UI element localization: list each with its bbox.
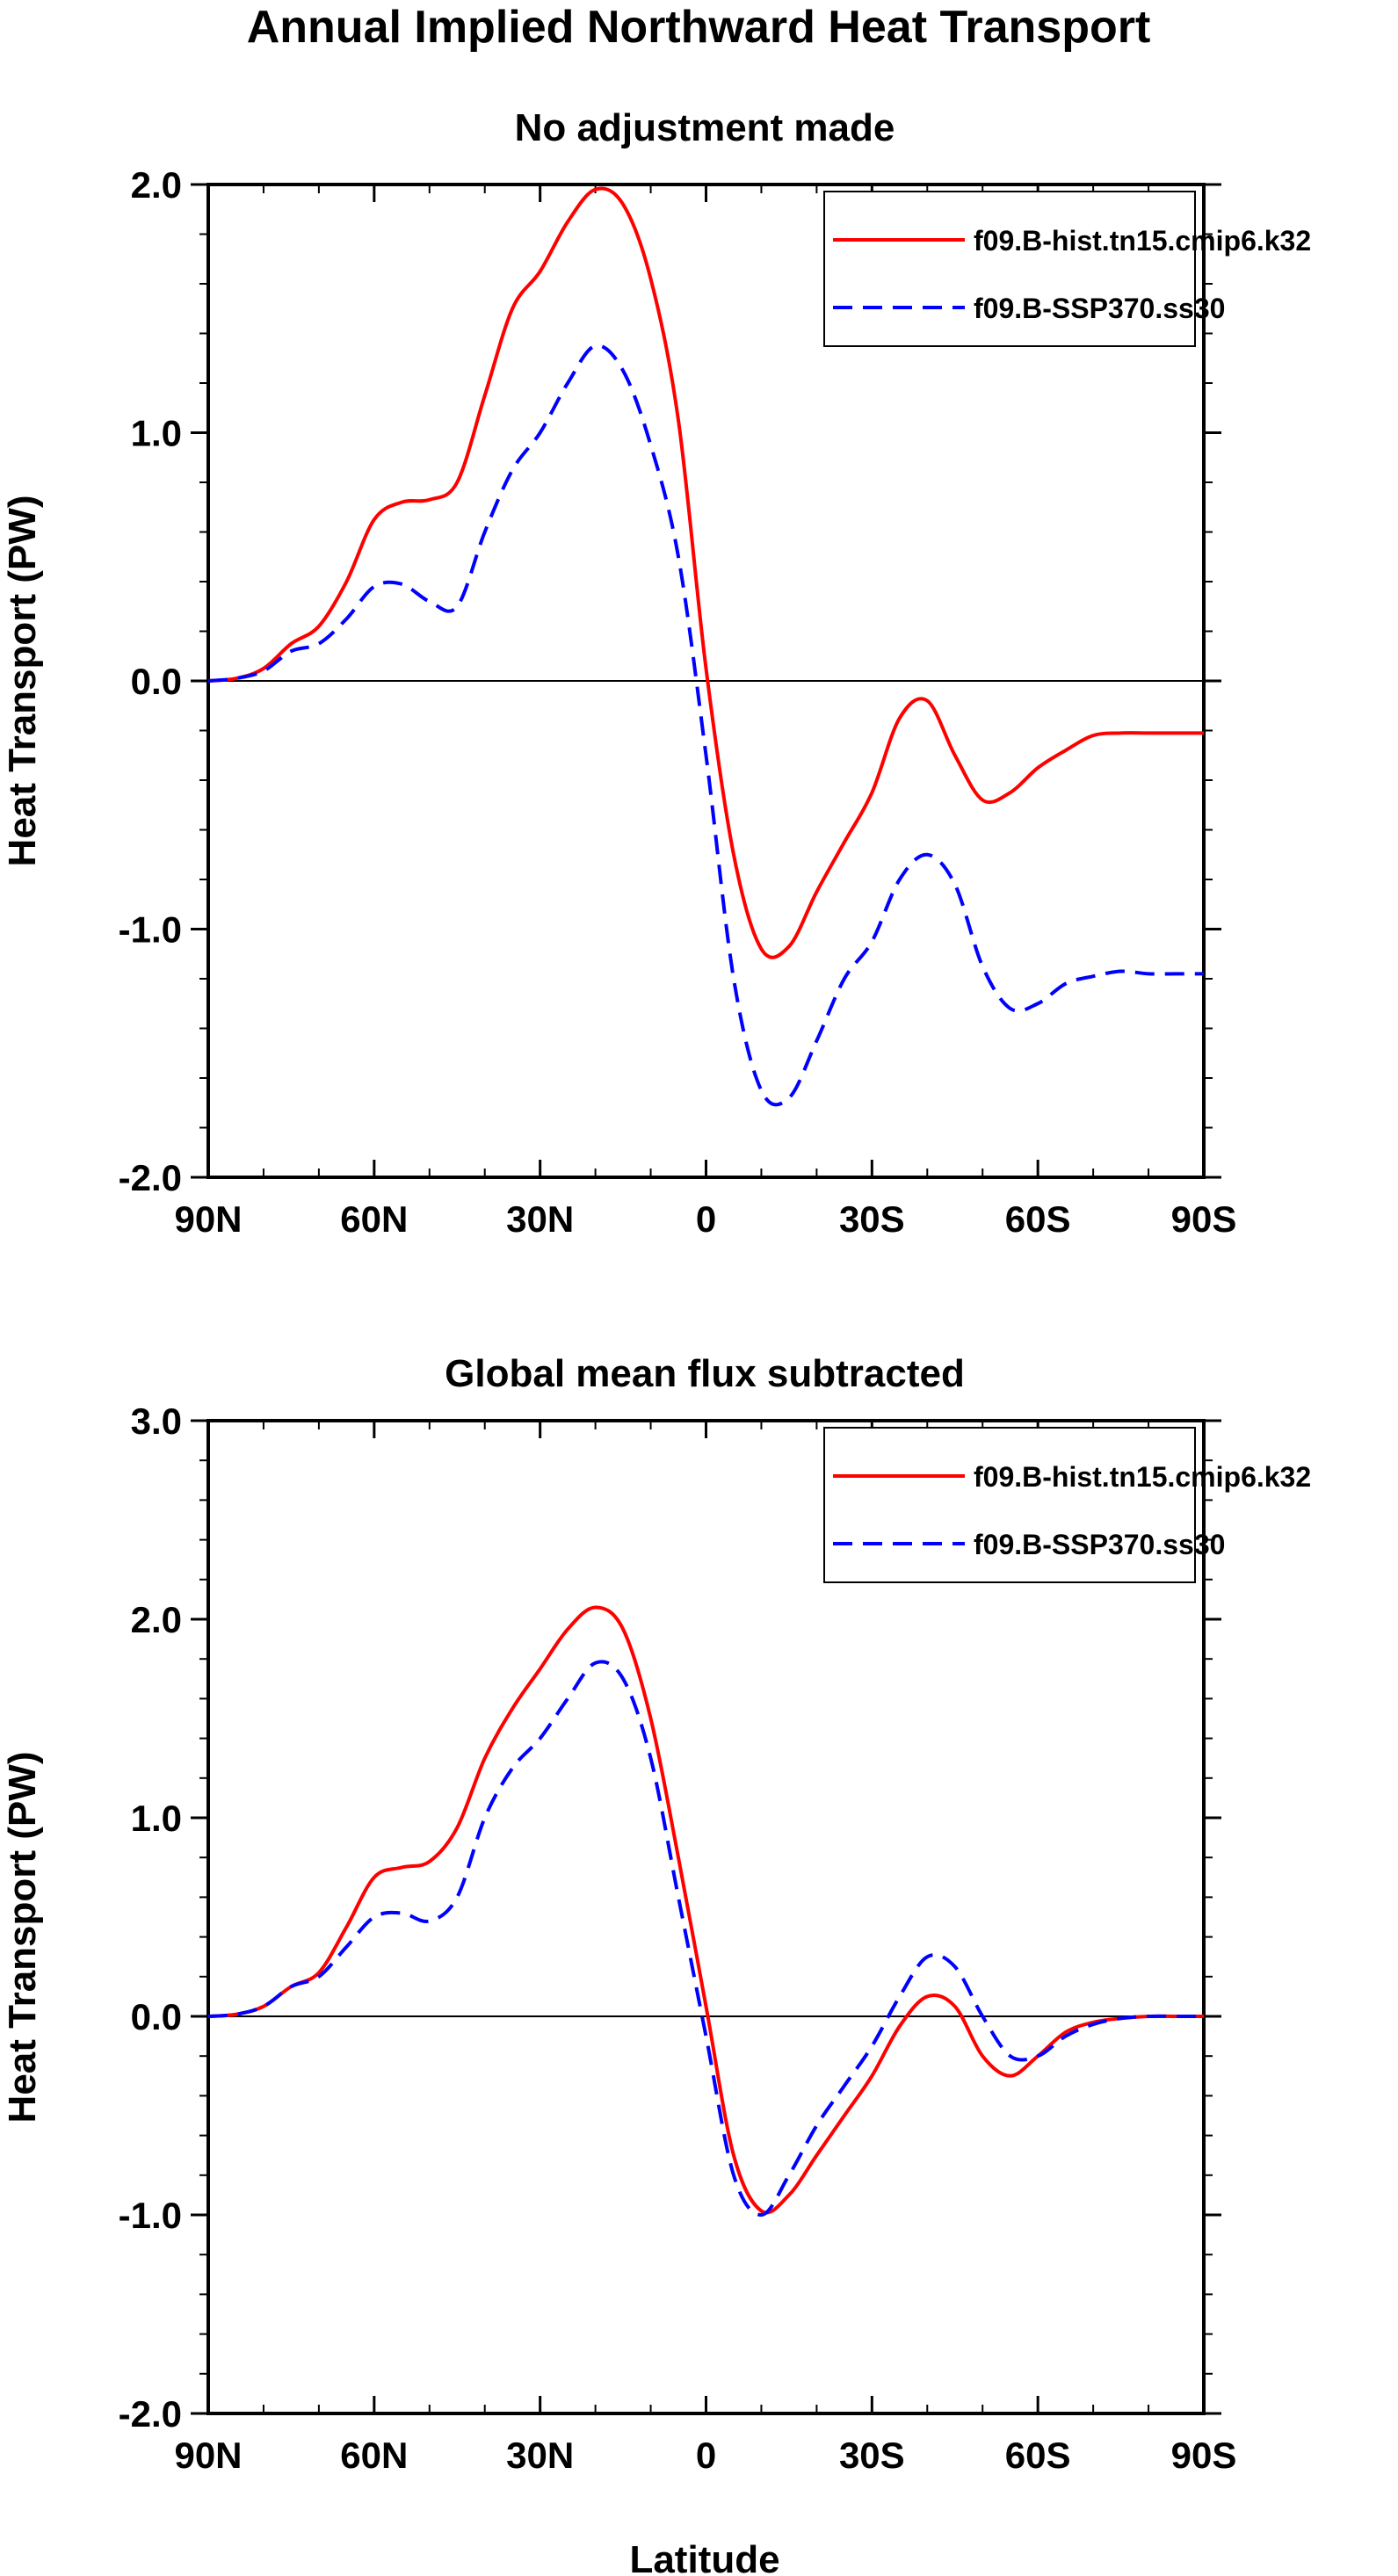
y-tick-label: -2.0 xyxy=(119,1157,182,1198)
x-tick-label: 90S xyxy=(1171,1198,1237,1240)
x-tick-label: 30N xyxy=(506,2435,574,2476)
x-tick-label: 30N xyxy=(506,1198,574,1240)
y-tick-label: 2.0 xyxy=(131,164,182,206)
chart-panel-global-mean-subtracted: Global mean flux subtracted Heat Transpo… xyxy=(1,1352,1311,2576)
series-line-ssp370 xyxy=(207,344,1204,1107)
x-tick-label: 60N xyxy=(340,2435,408,2476)
legend-box xyxy=(823,1427,1196,1583)
x-tick-label: 60S xyxy=(1005,2435,1071,2476)
y-tick-label: -1.0 xyxy=(119,909,182,951)
x-tick-label: 60N xyxy=(340,1198,408,1240)
x-tick-label: 0 xyxy=(696,2435,716,2476)
x-axis-label: Latitude xyxy=(629,2538,779,2576)
y-tick-label: 1.0 xyxy=(131,1798,182,1839)
panel-title: Global mean flux subtracted xyxy=(445,1352,965,1395)
x-tick-label: 90N xyxy=(174,2435,242,2476)
panel-title: No adjustment made xyxy=(515,106,895,149)
x-tick-label: 0 xyxy=(696,1198,716,1240)
legend-box xyxy=(823,191,1196,347)
x-tick-label: 30S xyxy=(839,2435,905,2476)
legend-label: f09.B-SSP370.ss30 xyxy=(974,1529,1225,1560)
x-tick-label: 90N xyxy=(174,1198,242,1240)
y-tick-label: 0.0 xyxy=(131,661,182,702)
legend-label: f09.B-hist.tn15.cmip6.k32 xyxy=(974,1461,1311,1493)
legend-label: f09.B-SSP370.ss30 xyxy=(974,293,1225,324)
legend: f09.B-hist.tn15.cmip6.k32 f09.B-SSP370.ss… xyxy=(823,191,1311,347)
series-line-hist xyxy=(207,1605,1204,2215)
x-tick-label: 60S xyxy=(1005,1198,1071,1240)
y-tick-label: 1.0 xyxy=(131,413,182,454)
x-tick-label: 90S xyxy=(1171,2435,1237,2476)
legend-label: f09.B-hist.tn15.cmip6.k32 xyxy=(974,225,1311,257)
series-line-hist xyxy=(207,186,1204,959)
y-axis-label: Heat Transport (PW) xyxy=(1,496,44,867)
series-line-ssp370 xyxy=(207,1660,1204,2217)
y-tick-label: 2.0 xyxy=(131,1599,182,1640)
chart-panel-no-adjustment: No adjustment made Heat Transport (PW) 9… xyxy=(1,106,1311,1240)
y-axis-label: Heat Transport (PW) xyxy=(1,1752,44,2124)
figure-title: Annual Implied Northward Heat Transport xyxy=(247,2,1151,53)
y-tick-label: 0.0 xyxy=(131,1996,182,2037)
y-tick-label: 3.0 xyxy=(131,1400,182,1442)
legend: f09.B-hist.tn15.cmip6.k32 f09.B-SSP370.ss… xyxy=(823,1427,1311,1583)
x-tick-label: 30S xyxy=(839,1198,905,1240)
y-tick-label: -2.0 xyxy=(119,2393,182,2435)
y-tick-label: -1.0 xyxy=(119,2195,182,2236)
